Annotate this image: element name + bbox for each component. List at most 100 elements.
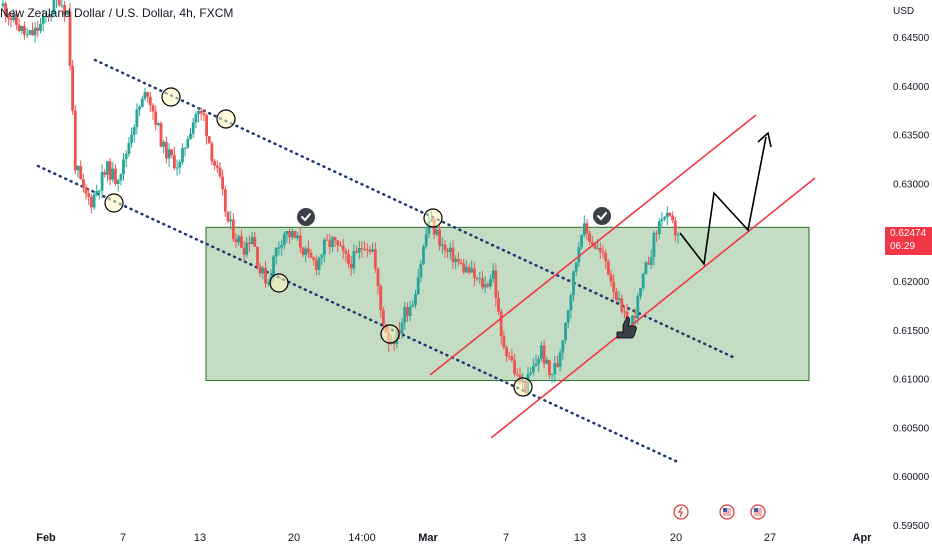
candle-body xyxy=(165,141,168,159)
candle xyxy=(215,160,219,173)
candle xyxy=(100,164,104,198)
candle xyxy=(408,301,412,322)
candle-body xyxy=(151,105,155,112)
candle-body xyxy=(673,220,677,235)
candle xyxy=(457,252,460,267)
currency-label: USD xyxy=(893,6,915,17)
candle xyxy=(312,256,316,266)
x-tick-label: 20 xyxy=(670,532,682,544)
candle xyxy=(106,160,109,182)
candle xyxy=(585,218,589,241)
candle-body xyxy=(545,360,549,364)
candle xyxy=(317,256,321,275)
candle-body xyxy=(143,92,147,99)
candle xyxy=(57,0,61,7)
candle xyxy=(582,215,586,238)
dotted-channel-upper xyxy=(93,58,737,360)
candle-body xyxy=(341,245,345,251)
candle xyxy=(210,141,214,166)
candle xyxy=(56,0,58,8)
candle xyxy=(258,262,262,278)
candle xyxy=(226,211,230,224)
candle-body xyxy=(414,294,417,305)
candle-body xyxy=(159,123,163,147)
candle-body xyxy=(478,278,482,280)
candle xyxy=(569,293,573,319)
candle-body xyxy=(451,247,455,263)
candle xyxy=(588,230,591,246)
candle-body xyxy=(167,149,171,159)
candle-body xyxy=(132,127,136,135)
candle-body xyxy=(82,179,85,188)
candle xyxy=(537,355,541,372)
candle xyxy=(52,0,56,16)
event-flash-icon xyxy=(673,504,689,520)
candle-body xyxy=(261,267,265,274)
candle xyxy=(601,245,605,259)
candle xyxy=(371,243,374,253)
candle xyxy=(357,240,361,260)
candle xyxy=(545,356,549,365)
candle xyxy=(510,348,514,363)
candle xyxy=(542,339,546,369)
candle-body xyxy=(33,27,37,36)
candle-body xyxy=(400,322,404,334)
candle-body xyxy=(529,372,533,374)
candle xyxy=(199,107,203,121)
candle xyxy=(489,274,492,290)
candle-body xyxy=(331,237,334,247)
candle-body xyxy=(248,242,251,245)
candle-body xyxy=(663,217,666,220)
candle-body xyxy=(419,263,423,278)
candle-body xyxy=(604,253,608,262)
candle xyxy=(676,232,680,244)
candle-body xyxy=(60,5,64,7)
candle xyxy=(98,189,101,200)
candle xyxy=(194,111,198,128)
candle-body xyxy=(435,229,439,235)
candle-body xyxy=(355,251,358,253)
candle-body xyxy=(403,307,407,323)
candle xyxy=(566,310,570,329)
candle-body xyxy=(513,360,516,374)
last-price-tag: 0.62474 06:29 xyxy=(885,227,932,255)
candle-body xyxy=(633,315,637,319)
candle-body xyxy=(607,261,610,275)
candle xyxy=(355,245,358,254)
candle xyxy=(443,240,447,258)
candle-body xyxy=(135,109,139,128)
candle xyxy=(652,230,656,266)
touch-point-marker xyxy=(216,109,236,129)
candle xyxy=(572,270,575,302)
candle-body xyxy=(116,180,120,184)
candle-body xyxy=(398,330,401,334)
candle-body xyxy=(582,223,586,235)
candle-body xyxy=(207,136,211,144)
candle xyxy=(671,211,674,224)
candle-body xyxy=(282,234,286,246)
candle-body xyxy=(9,18,13,20)
candle-body xyxy=(154,111,158,125)
check-mark xyxy=(301,213,311,222)
candle-body xyxy=(76,166,80,171)
candle xyxy=(108,157,112,186)
candle-body xyxy=(288,231,291,238)
touch-point-marker xyxy=(423,208,443,228)
candle-body xyxy=(264,267,267,284)
candle-body xyxy=(566,310,570,323)
candle-body xyxy=(515,373,519,375)
candle xyxy=(513,353,516,377)
candle xyxy=(44,11,48,23)
candle xyxy=(175,159,179,176)
candle-body xyxy=(127,142,131,155)
candle-body xyxy=(558,352,562,367)
candle xyxy=(207,136,211,144)
candle xyxy=(373,242,377,273)
candle-body xyxy=(140,98,144,107)
thumbs-up-icon xyxy=(616,316,637,339)
candle xyxy=(553,355,557,383)
touch-point-marker xyxy=(380,324,400,344)
candle-body xyxy=(475,277,479,279)
